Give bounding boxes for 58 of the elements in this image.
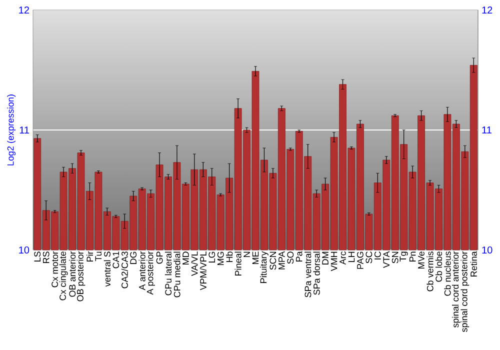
x-tick-label: SN bbox=[392, 252, 398, 264]
x-tick-label: DM bbox=[322, 252, 328, 264]
x-tick-label: Hb bbox=[226, 252, 233, 262]
x-tick-label: DG bbox=[130, 252, 137, 264]
y2-tick-label: 12 bbox=[482, 6, 492, 14]
x-tick-label: SC bbox=[366, 252, 372, 264]
x-tick-label: VPM/VPL bbox=[200, 251, 206, 290]
x-tick-label: Cb vermis bbox=[426, 252, 434, 292]
x-tick-label: MVe bbox=[418, 252, 424, 268]
y-tick-label: 10 bbox=[19, 246, 30, 254]
x-tick-label: SO bbox=[287, 252, 294, 264]
y2-tick-label: 11 bbox=[482, 126, 492, 134]
x-tick-label: A posterior bbox=[146, 251, 155, 295]
x-tick-label: Arc bbox=[340, 251, 346, 265]
x-tick-label: LH bbox=[348, 252, 355, 262]
x-tick-label: VMH bbox=[330, 252, 338, 272]
x-tick-label: Pir bbox=[86, 251, 93, 262]
x-tick-label: OB anterior bbox=[68, 251, 76, 297]
x-tick-label: GP bbox=[156, 252, 163, 264]
y-axis-title: Log2 (expression) bbox=[7, 94, 16, 166]
x-tick-label: Cb lobe bbox=[435, 252, 442, 282]
x-tick-label: PAG bbox=[357, 252, 364, 269]
y2-tick-label: 10 bbox=[482, 246, 492, 254]
x-tick-label: Tg bbox=[400, 252, 408, 262]
x-tick-label: MPA bbox=[278, 251, 285, 270]
x-tick-label: Pineal bbox=[234, 252, 242, 276]
x-tick-label: CPu medial bbox=[174, 252, 180, 298]
x-tick-label: RS bbox=[42, 252, 50, 263]
x-tick-label: spinal cord posterior bbox=[460, 251, 470, 332]
x-tick-label: OB posterior bbox=[76, 251, 86, 302]
x-tick-label: N bbox=[244, 252, 250, 257]
x-tick-label: Pn bbox=[409, 252, 416, 262]
x-tick-label: A anterior bbox=[138, 251, 146, 290]
x-tick-label: VA/VL bbox=[191, 251, 198, 276]
x-tick-label: SPa dorsal bbox=[313, 252, 320, 295]
x-tick-label: SCN bbox=[270, 252, 276, 270]
y-tick-label: 12 bbox=[19, 6, 29, 14]
x-tick-label: LS bbox=[34, 252, 41, 262]
x-tick-label: IC bbox=[374, 252, 381, 260]
x-tick-label: Pituitary bbox=[260, 251, 268, 283]
y-tick-label: 11 bbox=[20, 126, 29, 134]
x-tick-label: LG bbox=[208, 252, 216, 262]
x-tick-label: MD bbox=[182, 252, 189, 264]
x-tick-label: Pa bbox=[296, 251, 302, 262]
x-tick-label: Tu bbox=[95, 252, 102, 262]
x-tick-label: Cx cingulate bbox=[59, 252, 68, 300]
x-tick-label: ventral S bbox=[104, 252, 110, 287]
x-tick-label: Cx motor bbox=[52, 251, 58, 288]
x-tick-label: Retina bbox=[470, 251, 477, 276]
x-tick-label: Cb nucleus bbox=[444, 252, 451, 296]
x-tick-label: VTA bbox=[383, 251, 390, 268]
x-tick-label: CA2/CA3 bbox=[121, 252, 128, 288]
x-tick-label: MG bbox=[217, 252, 224, 265]
x-tick-label: spinal cord anterior bbox=[452, 251, 460, 328]
x-tick-label: SPa ventral bbox=[304, 252, 312, 298]
x-tick-label: ME bbox=[252, 252, 259, 264]
x-tick-label: CPu lateral bbox=[164, 252, 172, 296]
x-tick-label: CA1 bbox=[112, 252, 120, 268]
